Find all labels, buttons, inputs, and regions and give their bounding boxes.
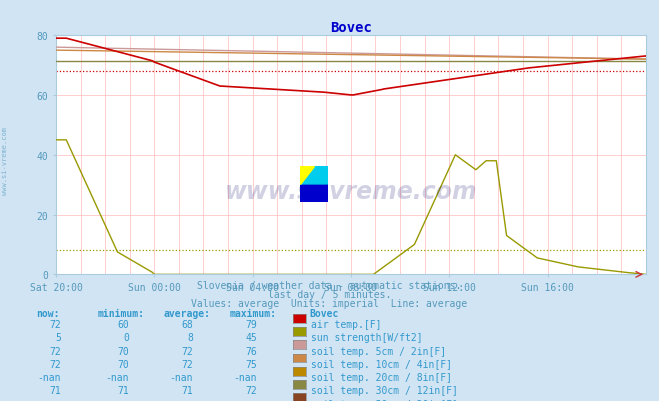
Text: -nan: -nan [38, 372, 61, 382]
Text: 45: 45 [245, 332, 257, 342]
Text: 79: 79 [245, 319, 257, 329]
Text: 8: 8 [187, 332, 193, 342]
Text: 72: 72 [49, 319, 61, 329]
Text: 70: 70 [117, 346, 129, 356]
Text: Slovenia / weather data - automatic stations.: Slovenia / weather data - automatic stat… [197, 281, 462, 291]
Text: 60: 60 [117, 319, 129, 329]
Text: 68: 68 [181, 319, 193, 329]
Text: last day / 5 minutes.: last day / 5 minutes. [268, 290, 391, 300]
Polygon shape [300, 166, 314, 184]
Text: 72: 72 [181, 359, 193, 369]
Text: 76: 76 [245, 346, 257, 356]
Text: air temp.[F]: air temp.[F] [311, 319, 382, 329]
Text: 75: 75 [245, 359, 257, 369]
Text: soil temp. 50cm / 20in[F]: soil temp. 50cm / 20in[F] [311, 399, 458, 401]
Text: 5: 5 [55, 332, 61, 342]
Text: www.si-vreme.com: www.si-vreme.com [2, 126, 9, 194]
Text: 72: 72 [49, 359, 61, 369]
Text: 70: 70 [117, 359, 129, 369]
Text: soil temp. 5cm / 2in[F]: soil temp. 5cm / 2in[F] [311, 346, 446, 356]
Text: -nan: -nan [169, 399, 193, 401]
Text: maximum:: maximum: [229, 308, 276, 318]
Text: -nan: -nan [233, 399, 257, 401]
Text: 71: 71 [117, 385, 129, 395]
Text: -nan: -nan [233, 372, 257, 382]
Polygon shape [300, 166, 328, 203]
Text: 72: 72 [49, 346, 61, 356]
Text: -nan: -nan [169, 372, 193, 382]
Polygon shape [300, 166, 328, 184]
Text: 71: 71 [49, 385, 61, 395]
Text: soil temp. 20cm / 8in[F]: soil temp. 20cm / 8in[F] [311, 372, 452, 382]
Title: Bovec: Bovec [330, 21, 372, 35]
Text: soil temp. 30cm / 12in[F]: soil temp. 30cm / 12in[F] [311, 385, 458, 395]
Text: 72: 72 [181, 346, 193, 356]
Text: sun strength[W/ft2]: sun strength[W/ft2] [311, 332, 422, 342]
Text: 72: 72 [245, 385, 257, 395]
Text: 0: 0 [123, 332, 129, 342]
Text: average:: average: [163, 308, 210, 318]
Text: soil temp. 10cm / 4in[F]: soil temp. 10cm / 4in[F] [311, 359, 452, 369]
Text: Values: average  Units: imperial  Line: average: Values: average Units: imperial Line: av… [191, 298, 468, 308]
Text: minimum:: minimum: [98, 308, 144, 318]
Text: now:: now: [36, 308, 60, 318]
Text: www.si-vreme.com: www.si-vreme.com [225, 179, 477, 203]
Text: Bovec: Bovec [310, 308, 339, 318]
Text: -nan: -nan [38, 399, 61, 401]
Text: -nan: -nan [105, 399, 129, 401]
Text: -nan: -nan [105, 372, 129, 382]
Text: 71: 71 [181, 385, 193, 395]
